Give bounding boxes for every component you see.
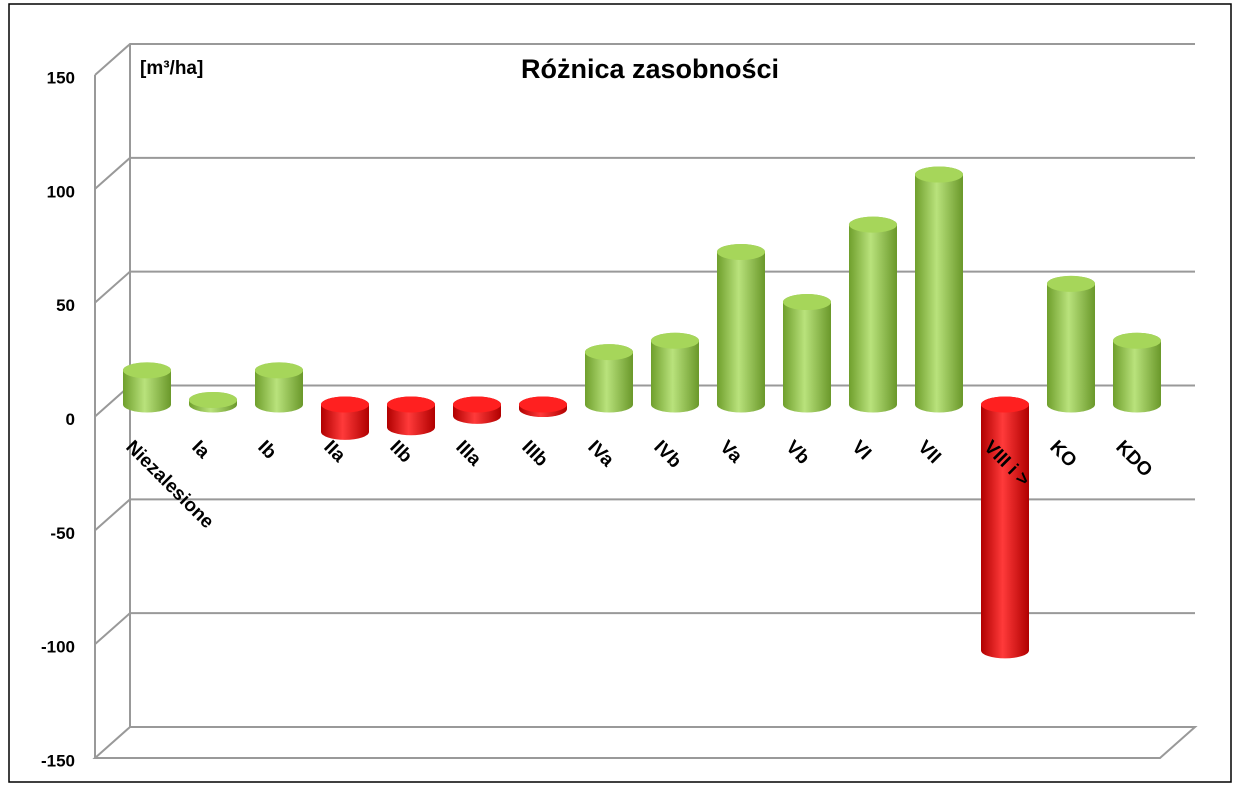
y-tick-label: -50	[50, 524, 75, 543]
x-tick-label: Va	[715, 437, 746, 468]
x-tick-label: VII	[913, 437, 944, 468]
y-tick-label: -100	[41, 638, 75, 657]
grid-line	[92, 726, 1198, 759]
grid-line	[94, 43, 1195, 76]
bar-cap	[519, 396, 567, 413]
bar	[981, 396, 1029, 659]
grid-line	[94, 270, 1195, 304]
bar	[717, 243, 765, 413]
bar	[1047, 275, 1095, 413]
bar-cap	[849, 216, 897, 233]
bar-cap	[321, 396, 369, 413]
bar	[849, 216, 897, 413]
bar-cap	[453, 396, 501, 413]
x-tick-label: Ib	[253, 437, 280, 464]
bar-cap	[783, 294, 831, 311]
y-tick-label: -150	[41, 751, 75, 770]
bar	[651, 332, 699, 413]
x-tick-label: IVa	[583, 437, 618, 472]
bar-cap	[123, 362, 171, 379]
grid-line	[94, 156, 1195, 190]
bar-cap	[1113, 332, 1161, 349]
frame	[8, 3, 1232, 783]
chart-title: Różnica zasobności	[521, 54, 779, 84]
x-tick-label: Ia	[187, 437, 213, 463]
x-tick-label: IIb	[385, 437, 416, 468]
bar-cap	[651, 332, 699, 349]
grid-line	[94, 612, 1195, 645]
y-tick-label: 100	[47, 182, 75, 201]
y-tick-label: 50	[56, 296, 75, 315]
bar-cap	[717, 243, 765, 260]
bar	[915, 166, 963, 413]
grid-line	[94, 498, 1195, 532]
x-tick-label: IIIa	[451, 437, 485, 471]
bar	[783, 294, 831, 413]
bar-cap	[915, 166, 963, 183]
bar-cap	[585, 344, 633, 361]
bar-cap	[255, 362, 303, 379]
bar	[585, 344, 633, 413]
unit-label: [m³/ha]	[140, 58, 203, 79]
bar-cap	[387, 396, 435, 413]
x-tick-label: KDO	[1111, 437, 1156, 482]
bar-cap	[189, 391, 237, 408]
bar-cap	[1047, 275, 1095, 292]
bar	[1113, 332, 1161, 413]
x-tick-label: VI	[847, 437, 875, 465]
x-tick-label: IIa	[319, 437, 349, 467]
y-tick-label: 0	[66, 410, 75, 429]
x-tick-label: Vb	[781, 437, 813, 469]
x-tick-label: IVb	[649, 437, 685, 473]
x-tick-label: KO	[1045, 437, 1080, 472]
x-tick-label: IIIb	[517, 437, 551, 471]
bar-cap	[981, 396, 1029, 413]
y-tick-label: 150	[47, 68, 75, 87]
